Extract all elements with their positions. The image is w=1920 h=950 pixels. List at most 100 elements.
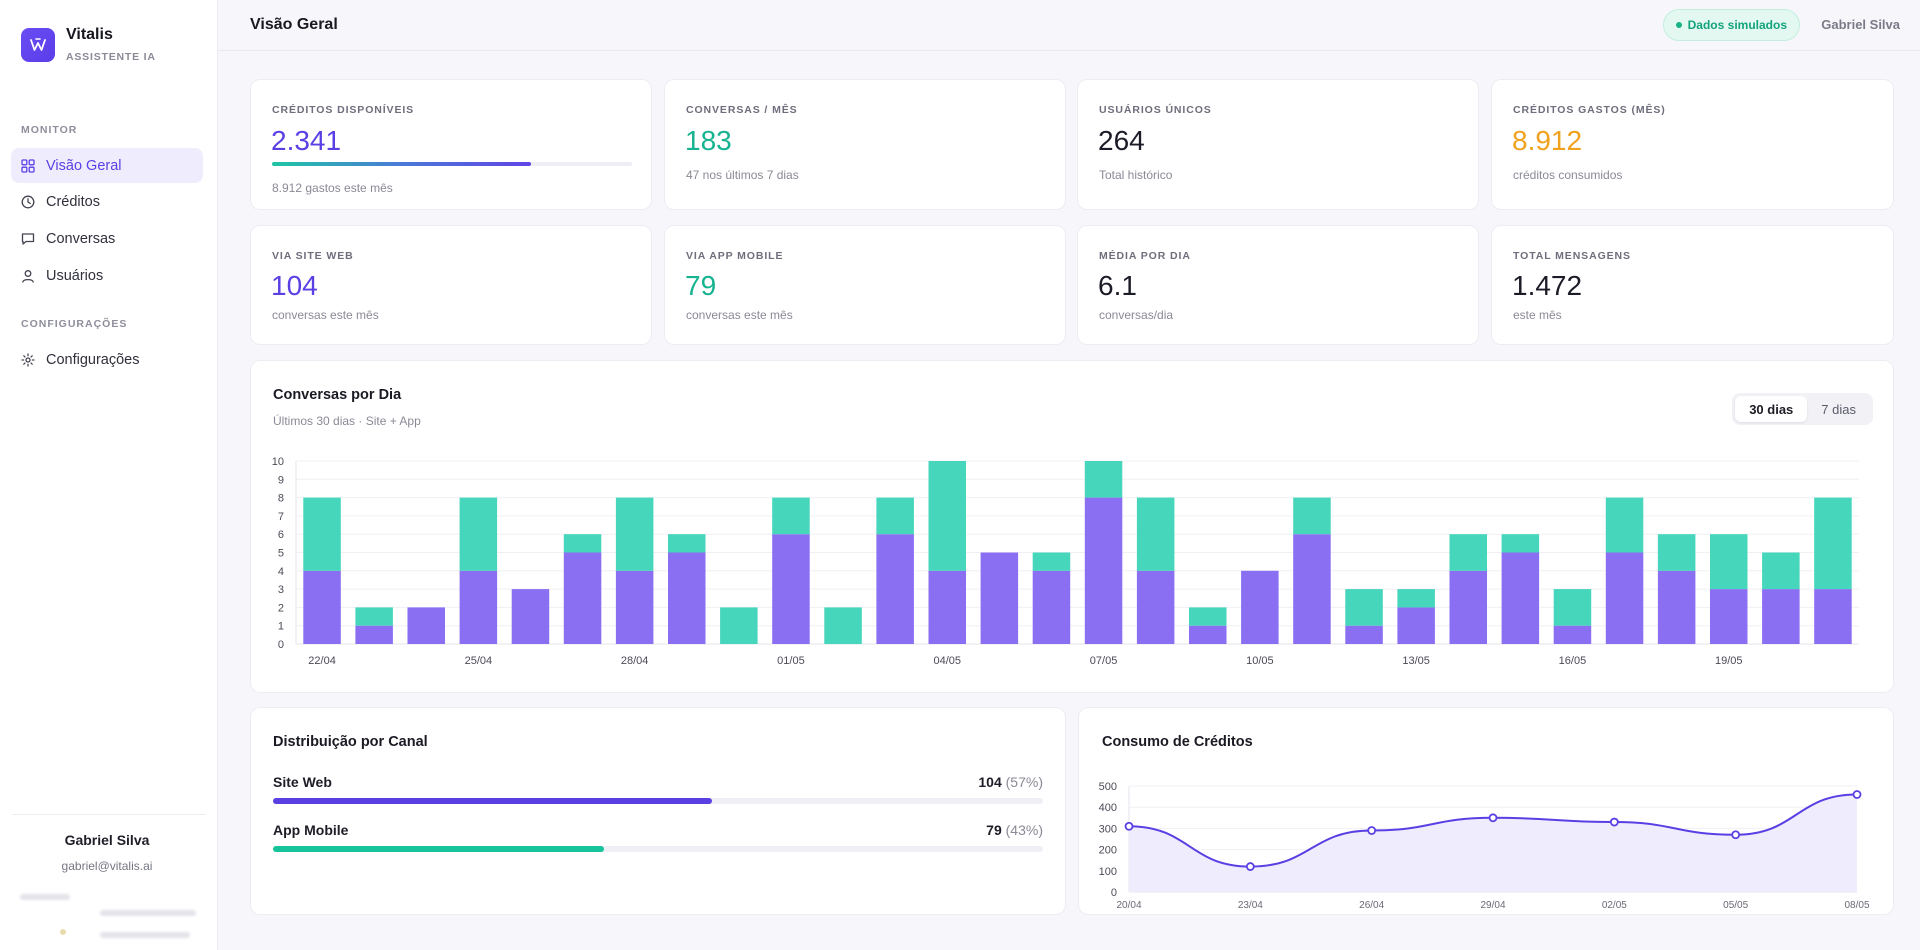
bar-app-mobile xyxy=(1709,534,1748,590)
sidebar-item-creditos[interactable]: Créditos xyxy=(11,184,203,219)
channel-bar-track xyxy=(273,846,1043,852)
y-tick-label: 200 xyxy=(1099,845,1117,857)
stat-value: 2.341 xyxy=(271,125,342,156)
bar-site-web xyxy=(355,625,393,644)
bar-site-web xyxy=(1501,552,1540,644)
stat-label: VIA SITE WEB xyxy=(272,250,354,262)
bar-site-web xyxy=(303,570,341,644)
status-dot xyxy=(1675,22,1682,28)
channel-percent: (57%) xyxy=(1005,774,1043,790)
stat-card-usuarios-unicos: USUÁRIOS ÚNICOS 264 Total histórico xyxy=(1077,79,1479,210)
bar-app-mobile xyxy=(1657,534,1696,571)
bar-site-web xyxy=(1605,552,1644,644)
stat-subtext: conversas/dia xyxy=(1099,308,1174,322)
stat-subtext: 47 nos últimos 7 dias xyxy=(686,168,799,182)
conversations-bar-chart: 0 1 2 3 4 5 6 7 8 9 10 22/04 25/04 28/04 01/05 04/05 07/… xyxy=(272,456,1859,667)
sidebar-item-configuracoes[interactable]: Configurações xyxy=(11,342,203,377)
bar-app-mobile xyxy=(1188,607,1227,626)
stat-label: CRÉDITOS GASTOS (MÊS) xyxy=(1513,104,1666,116)
credits-point xyxy=(1852,790,1862,799)
section-label-monitor: MONITOR xyxy=(21,124,78,136)
y-tick-label: 5 xyxy=(278,548,284,560)
bar-app-mobile xyxy=(303,497,341,571)
x-tick-label: 26/04 xyxy=(1359,900,1384,910)
range-7-days-button[interactable]: 7 dias xyxy=(1821,401,1856,417)
sidebar-user[interactable]: Gabriel Silva gabriel@vitalis.ai xyxy=(0,832,214,873)
bar-app-mobile xyxy=(1501,534,1540,553)
x-tick-label: 25/04 xyxy=(465,655,493,667)
bar-app-mobile xyxy=(876,497,914,535)
y-tick-label: 500 xyxy=(1099,781,1117,793)
bar-site-web xyxy=(1762,589,1800,644)
bar-site-web xyxy=(928,570,967,644)
x-tick-label: 10/05 xyxy=(1246,655,1274,667)
bar-app-mobile xyxy=(1293,497,1331,535)
bar-site-web xyxy=(876,534,914,644)
bar-app-mobile xyxy=(1397,589,1435,608)
credit-progress-bar xyxy=(272,162,632,166)
credit-progress-fill xyxy=(272,162,532,166)
stat-subtext: Total histórico xyxy=(1099,168,1173,182)
bar-site-web xyxy=(980,552,1019,644)
bar-app-mobile xyxy=(1084,461,1123,498)
y-tick-label: 7 xyxy=(278,511,284,523)
credits-point xyxy=(1731,830,1741,840)
sidebar-item-usuarios[interactable]: Usuários xyxy=(11,258,203,293)
stat-label: TOTAL MENSAGENS xyxy=(1513,250,1631,262)
sidebar-user-email: gabriel@vitalis.ai xyxy=(61,859,153,873)
bar-app-mobile xyxy=(1345,589,1383,626)
channel-value: 104 (57%) xyxy=(978,774,1043,790)
channel-card-title: Distribuição por Canal xyxy=(273,734,428,750)
x-tick-label: 02/05 xyxy=(1602,900,1627,910)
x-tick-label: 01/05 xyxy=(777,655,805,667)
y-tick-label: 100 xyxy=(1099,866,1117,878)
stat-card-media-por-dia: MÉDIA POR DIA 6.1 conversas/dia xyxy=(1077,225,1479,345)
stat-subtext: créditos consumidos xyxy=(1513,168,1623,182)
channel-bar-track xyxy=(273,798,1043,804)
bar-site-web xyxy=(1449,570,1488,644)
sidebar-item-conversas[interactable]: Conversas xyxy=(11,221,203,256)
x-tick-label: 20/04 xyxy=(1116,900,1141,910)
bar-app-mobile xyxy=(1814,497,1852,590)
stat-label: MÉDIA POR DIA xyxy=(1099,250,1191,262)
channel-value: 79 (43%) xyxy=(986,822,1043,838)
y-tick-label: 0 xyxy=(1111,887,1117,899)
simulated-data-badge: Dados simulados xyxy=(1662,9,1800,41)
channel-count: 79 xyxy=(986,822,1002,838)
sidebar-item-visao-geral[interactable]: Visão Geral xyxy=(11,148,203,183)
status-dot xyxy=(60,929,66,935)
range-30-days-button[interactable]: 30 dias xyxy=(1735,396,1808,422)
x-tick-label: 23/04 xyxy=(1238,900,1263,910)
stat-subtext: este mês xyxy=(1513,308,1562,322)
bar-site-web xyxy=(615,570,654,644)
x-tick-label: 29/04 xyxy=(1480,900,1505,910)
channel-name: App Mobile xyxy=(273,822,349,838)
bar-app-mobile xyxy=(1762,552,1800,590)
header-user-name[interactable]: Gabriel Silva xyxy=(1821,17,1900,32)
x-tick-label: 28/04 xyxy=(621,655,649,667)
bar-site-web xyxy=(407,607,446,644)
credits-point xyxy=(1124,821,1134,831)
bar-site-web xyxy=(1188,625,1227,644)
range-toggle: 30 dias 7 dias xyxy=(1732,393,1873,425)
bar-site-web xyxy=(1709,589,1748,644)
bar-app-mobile xyxy=(772,497,810,535)
bar-app-mobile xyxy=(563,534,602,553)
stat-card-conversas-mes: CONVERSAS / MÊS 183 47 nos últimos 7 dia… xyxy=(664,79,1066,210)
stat-value: 6.1 xyxy=(1098,270,1137,301)
blurred-placeholder xyxy=(20,894,70,900)
stat-card-via-app-mobile: VIA APP MOBILE 79 conversas este mês xyxy=(664,225,1066,345)
y-tick-label: 1 xyxy=(278,621,284,633)
brand-subtitle: ASSISTENTE IA xyxy=(66,51,156,63)
chat-icon xyxy=(21,232,35,246)
chart-title: Conversas por Dia xyxy=(273,387,402,403)
y-tick-label: 300 xyxy=(1099,823,1117,835)
channel-count: 104 xyxy=(978,774,1002,790)
gear-icon xyxy=(21,352,35,367)
brand[interactable]: Vitalis ASSISTENTE IA xyxy=(21,26,156,63)
simulated-data-label: Dados simulados xyxy=(1687,18,1787,32)
user-icon xyxy=(21,269,35,283)
y-tick-label: 6 xyxy=(278,529,284,541)
y-tick-label: 400 xyxy=(1099,802,1117,814)
credits-line-chart: 0 100 200 300 400 500 20/04 23/04 26/04 29/04 02/0… xyxy=(1099,781,1869,910)
